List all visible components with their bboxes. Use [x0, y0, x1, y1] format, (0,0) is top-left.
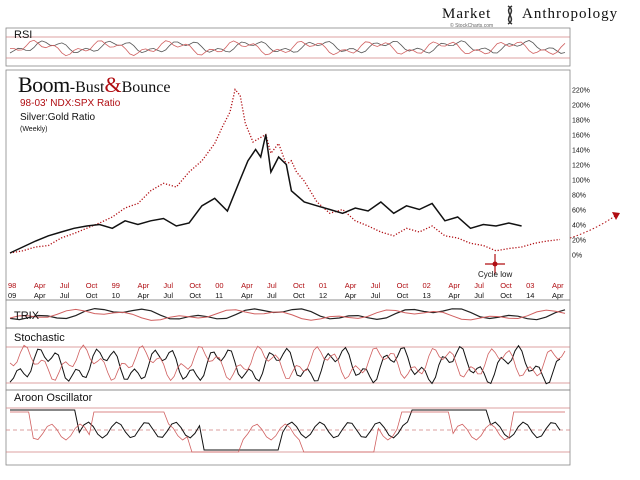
y-tick-label: 180% — [572, 118, 590, 125]
y-tick-label: 120% — [572, 163, 590, 170]
stoch-line-red — [9, 344, 566, 382]
logo-right: Anthropology — [522, 6, 619, 22]
x-axis-bottom: 09 Apr Jul Oct 10 Apr Jul Oct 11 Apr Jul Oct 12 Apr Ju… — [8, 291, 564, 300]
subtitle-silver-gold: Silver:Gold Ratio — [20, 112, 96, 123]
aroon-panel — [5, 389, 571, 466]
y-tick-label: 20% — [572, 238, 586, 245]
x-bottom-tick-label: Oct — [86, 291, 99, 300]
x-top-tick-label: Apr — [345, 281, 357, 290]
aroon-label: Aroon Oscillator — [14, 392, 93, 404]
title-amp: & — [104, 72, 122, 97]
x-top-tick-label: Apr — [241, 281, 253, 290]
stochastic-lines — [9, 344, 566, 385]
aroon-lines — [10, 409, 565, 453]
x-bottom-tick-label: 09 — [8, 291, 16, 300]
x-top-tick-label: 01 — [319, 281, 327, 290]
x-bottom-tick-label: Jul — [474, 291, 484, 300]
x-top-tick-label: Oct — [293, 281, 306, 290]
x-bottom-tick-label: Apr — [448, 291, 460, 300]
x-bottom-tick-label: 13 — [422, 291, 430, 300]
cycle-low-marker — [485, 254, 505, 274]
x-bottom-tick-label: Oct — [293, 291, 306, 300]
y-tick-label: 200% — [572, 103, 590, 110]
title-bust: -Bust — [69, 79, 105, 96]
title-boom: Boom — [18, 72, 70, 97]
stoch-line-black — [9, 344, 561, 385]
trix-lines — [9, 307, 566, 321]
x-bottom-tick-label: Apr — [138, 291, 150, 300]
cycle-low-label: Cycle low — [478, 270, 513, 279]
trix-line-red — [9, 308, 566, 321]
x-bottom-tick-label: Oct — [397, 291, 410, 300]
x-top-tick-label: Jul — [267, 281, 277, 290]
x-top-tick-label: 00 — [215, 281, 223, 290]
x-top-tick-label: Apr — [552, 281, 564, 290]
y-tick-label: 220% — [572, 88, 590, 95]
x-bottom-tick-label: Jul — [163, 291, 173, 300]
subtitle-ndx-spx: 98-03' NDX:SPX Ratio — [20, 98, 121, 109]
x-top-tick-label: Apr — [448, 281, 460, 290]
x-bottom-tick-label: Oct — [500, 291, 513, 300]
x-bottom-tick-label: Apr — [34, 291, 46, 300]
aroon-line-red — [10, 411, 565, 453]
y-tick-label: 40% — [572, 223, 586, 230]
x-top-tick-label: Jul — [474, 281, 484, 290]
silver-gold-series-line — [9, 134, 522, 254]
x-top-tick-label: 03 — [526, 281, 534, 290]
y-axis: 220% 200% 180% 160% 140% 120% 100% 80% 60% 40% 20%… — [572, 88, 590, 260]
x-bottom-tick-label: Oct — [189, 291, 202, 300]
y-tick-label: 0% — [572, 253, 582, 260]
x-top-tick-label: Apr — [138, 281, 150, 290]
stochastic-label: Stochastic — [14, 332, 65, 344]
x-top-tick-label: Oct — [86, 281, 99, 290]
subtitle-weekly: (Weekly) — [20, 126, 48, 133]
x-bottom-tick-label: 12 — [319, 291, 327, 300]
x-top-tick-label: Jul — [163, 281, 173, 290]
y-tick-label: 140% — [572, 148, 590, 155]
logo-left: Market — [442, 6, 492, 22]
projection-arrow — [569, 213, 619, 239]
x-top-tick-label: 99 — [112, 281, 120, 290]
x-top-tick-label: Apr — [34, 281, 46, 290]
rsi-line-red — [9, 39, 566, 57]
rsi-lines — [9, 39, 566, 57]
main-title: Boom-Bust&Bounce — [18, 72, 170, 98]
ndx-spx-series-line — [9, 88, 561, 254]
rsi-panel — [5, 27, 571, 67]
y-tick-label: 160% — [572, 133, 590, 140]
x-bottom-tick-label: 10 — [112, 291, 120, 300]
title-bounce: Bounce — [121, 79, 171, 96]
x-bottom-tick-label: 14 — [526, 291, 534, 300]
rsi-label: RSI — [14, 29, 33, 41]
x-bottom-tick-label: Jul — [267, 291, 277, 300]
x-bottom-tick-label: Apr — [241, 291, 253, 300]
x-axis-top: 98 Apr Jul Oct 99 Apr Jul Oct 00 Apr Jul Oct 01 Apr Ju… — [8, 281, 564, 290]
y-tick-label: 100% — [572, 178, 590, 185]
x-top-tick-label: Oct — [189, 281, 202, 290]
rsi-line-black — [9, 40, 566, 54]
projection-arrowhead — [612, 212, 620, 220]
x-top-tick-label: Oct — [500, 281, 513, 290]
trix-line-black — [9, 307, 566, 321]
x-top-tick-label: Oct — [397, 281, 410, 290]
x-top-tick-label: 98 — [8, 281, 16, 290]
x-bottom-tick-label: Apr — [552, 291, 564, 300]
x-top-tick-label: 02 — [422, 281, 430, 290]
aroon-line-black — [10, 409, 561, 451]
y-tick-label: 60% — [572, 208, 586, 215]
x-top-tick-label: Jul — [60, 281, 70, 290]
dna-helix-icon — [507, 5, 513, 25]
x-bottom-tick-label: Apr — [345, 291, 357, 300]
x-bottom-tick-label: Jul — [60, 291, 70, 300]
main-series — [9, 88, 561, 254]
y-tick-label: 80% — [572, 193, 586, 200]
x-top-tick-label: Jul — [371, 281, 381, 290]
trix-label: TRIX — [14, 310, 40, 322]
x-bottom-tick-label: Jul — [371, 291, 381, 300]
logo-source: © StockCharts.com — [450, 23, 494, 29]
x-bottom-tick-label: 11 — [215, 291, 223, 300]
